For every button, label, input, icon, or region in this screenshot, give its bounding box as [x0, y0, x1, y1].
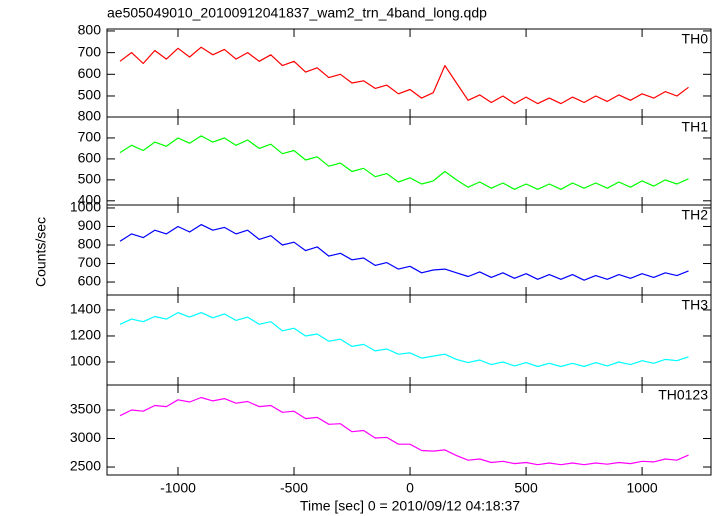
y-tick-label: 400 [78, 192, 102, 208]
y-tick-label: 500 [78, 87, 102, 103]
panel-frame [106, 28, 712, 118]
series-label: TH0 [682, 31, 709, 47]
y-tick-label: 1400 [70, 301, 101, 317]
panel-frame [106, 384, 712, 476]
series-label: TH3 [682, 297, 709, 313]
y-tick-label: 800 [78, 22, 102, 38]
y-tick-label: 600 [78, 273, 102, 289]
panel-frame [106, 204, 712, 296]
x-tick-label: 500 [514, 480, 538, 496]
light-curve [119, 312, 689, 368]
y-tick-label: 500 [78, 171, 102, 187]
panel-frame [106, 116, 712, 206]
series-label: TH1 [682, 119, 709, 135]
panel-frame [106, 294, 712, 386]
y-tick-label: 2500 [70, 458, 101, 474]
y-tick-label: 1000 [70, 353, 101, 369]
chart-title: ae505049010_20100912041837_wam2_trn_4ban… [107, 5, 487, 21]
x-tick-label: 1000 [627, 480, 658, 496]
y-tick-label: 700 [78, 43, 102, 59]
y-tick-label: 700 [78, 129, 102, 145]
y-tick-label: 3000 [70, 429, 101, 445]
y-tick-label: 600 [78, 150, 102, 166]
y-tick-label: 1200 [70, 327, 101, 343]
x-tick-label: -1000 [160, 480, 196, 496]
series-label: TH0123 [658, 387, 708, 403]
y-axis-label: Counts/sec [33, 217, 49, 287]
y-tick-label: 600 [78, 65, 102, 81]
y-tick-label: 800 [78, 108, 102, 124]
series-label: TH2 [682, 207, 709, 223]
light-curve [119, 396, 689, 466]
x-axis-label: Time [sec] 0 = 2010/09/12 04:18:37 [300, 498, 520, 514]
y-tick-label: 700 [78, 254, 102, 270]
y-tick-label: 900 [78, 217, 102, 233]
light-curve [119, 224, 689, 281]
x-tick-label: 0 [406, 480, 414, 496]
light-curve [119, 135, 689, 190]
y-tick-label: 3500 [70, 401, 101, 417]
y-tick-label: 800 [78, 236, 102, 252]
x-tick-label: -500 [280, 480, 308, 496]
y-tick-label: 1000 [70, 199, 101, 215]
light-curve [119, 46, 689, 105]
